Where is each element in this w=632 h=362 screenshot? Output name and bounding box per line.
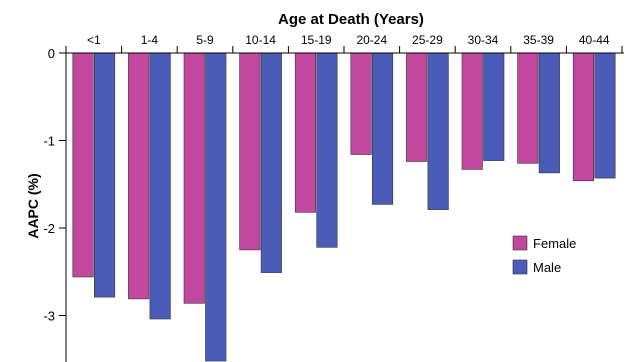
x-tick-label-6: 25-29 xyxy=(412,33,443,47)
bar-male-2 xyxy=(205,52,227,362)
legend-label-female: Female xyxy=(533,236,576,251)
x-tick-label-4: 15-19 xyxy=(301,33,332,47)
legend-swatch-male xyxy=(512,259,528,275)
bar-female-7 xyxy=(461,52,483,170)
bar-female-2 xyxy=(183,52,205,304)
legend-label-male: Male xyxy=(533,260,561,275)
y-tick-label-3: -3 xyxy=(43,309,55,324)
bar-female-1 xyxy=(128,52,150,300)
x-tick-label-7: 30-34 xyxy=(468,33,499,47)
y-tick-label-2: -2 xyxy=(43,221,55,236)
bar-female-8 xyxy=(517,52,539,164)
bars-group xyxy=(72,52,616,362)
bar-female-0 xyxy=(72,52,94,278)
bar-male-6 xyxy=(427,52,449,210)
bar-female-6 xyxy=(406,52,428,162)
bar-male-9 xyxy=(594,52,616,179)
y-tick-label-0: 0 xyxy=(48,46,55,61)
legend: Female Male xyxy=(512,235,576,275)
bar-male-1 xyxy=(149,52,171,320)
x-tick-label-1: 1-4 xyxy=(141,33,159,47)
x-tick-label-3: 10-14 xyxy=(245,33,276,47)
x-tick-label-5: 20-24 xyxy=(356,33,387,47)
bar-male-4 xyxy=(316,52,338,248)
x-tick-label-0: <1 xyxy=(87,33,101,47)
y-tick-label-1: -1 xyxy=(43,134,55,149)
axes-group: <1 1-4 5-9 10-14 15-19 20-24 25-29 30-34 35-39 40… xyxy=(43,33,624,362)
x-tick-label-2: 5-9 xyxy=(196,33,214,47)
bar-female-4 xyxy=(294,52,317,213)
x-tick-label-9: 40-44 xyxy=(579,33,610,47)
bar-female-5 xyxy=(350,52,372,155)
y-axis-label: AAPC (%) xyxy=(25,173,41,238)
bar-male-0 xyxy=(94,52,116,298)
bar-female-9 xyxy=(572,52,595,182)
chart-title: Age at Death (Years) xyxy=(278,11,424,28)
bar-male-7 xyxy=(483,52,505,161)
bar-male-8 xyxy=(538,52,560,174)
bar-male-3 xyxy=(260,52,282,273)
bar-female-3 xyxy=(239,52,261,251)
legend-swatch-female xyxy=(512,235,528,251)
bar-male-5 xyxy=(371,52,394,205)
x-tick-label-8: 35-39 xyxy=(523,33,554,47)
